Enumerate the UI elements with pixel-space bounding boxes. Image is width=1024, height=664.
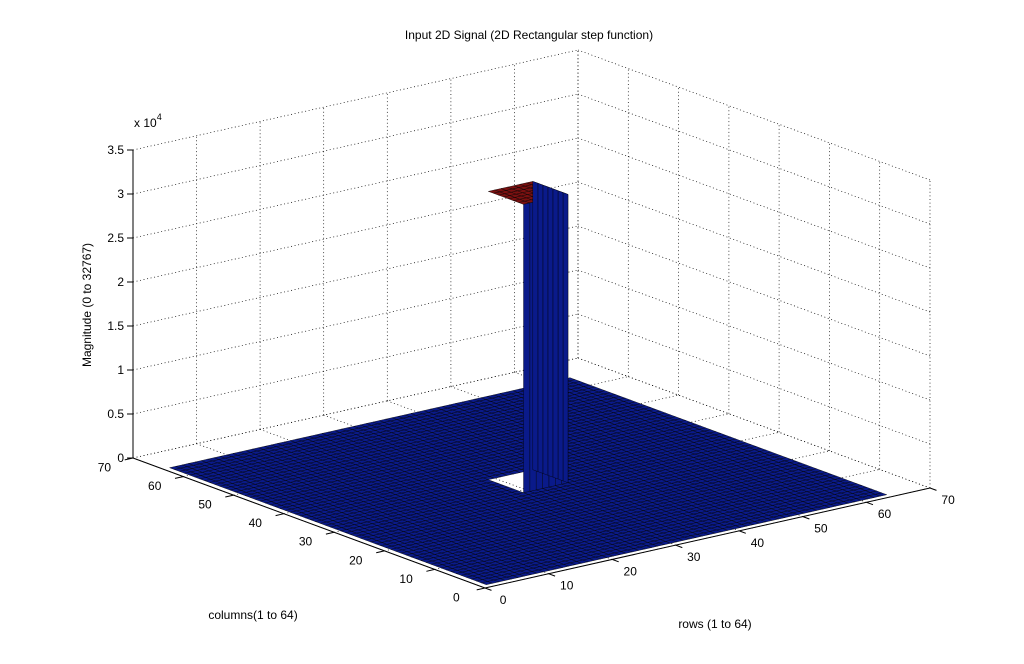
step-wall-cell [537,182,544,474]
step-wall-cell [552,188,559,480]
x-tick-mark [675,544,683,549]
x-tick-label: 60 [878,507,892,521]
y-axis-label: columns(1 to 64) [208,608,297,622]
z-tick-label: 1.5 [107,319,124,333]
x-tick-mark [802,516,810,520]
z-exponent-label: x 104 [134,112,162,130]
step-wall-cell [523,202,531,494]
x-tick-mark [929,487,937,491]
step-wall-cell [547,186,554,478]
step-wall-cell [557,190,564,482]
grid-line-z-back [132,357,579,459]
y-tick-label: 60 [148,479,162,493]
y-tick-mark [325,531,335,535]
grid-line-z-back [132,93,579,195]
x-tick-mark [739,530,746,534]
y-tick-label: 70 [98,460,112,474]
y-tick-mark [476,587,486,591]
y-tick-mark [376,550,385,554]
x-tick-mark [866,501,874,506]
grid-line-z-back [132,313,579,415]
x-axis-label: rows (1 to 64) [678,617,751,631]
x-tick-label: 10 [560,579,574,593]
y-tick-mark [275,513,285,517]
y-tick-mark [426,568,435,572]
grid-line-z-back [132,269,579,371]
grid-line-z-right [577,313,931,445]
step-wall-cell [562,192,569,484]
grid-line-z-back [132,49,579,151]
z-tick-label: 1 [117,363,124,377]
z-tick-label: 3.5 [107,143,124,157]
y-tick-label: 10 [399,572,413,586]
grid-line-z-right [577,225,931,357]
grid-line-z-right [577,49,931,181]
z-tick-label: 0.5 [107,407,124,421]
grid-line-z-back [132,225,579,327]
grid-line-x-floor [323,414,676,546]
y-tick-mark [225,494,234,498]
x-tick-mark [548,573,556,577]
x-tick-mark [611,558,619,563]
x-tick-label: 30 [687,550,701,564]
grid-line-z-right [577,93,931,225]
surface-mesh [168,181,888,585]
x-tick-label: 20 [624,564,638,578]
z-tick-label: 3 [117,187,124,201]
grid-line-z-right [577,269,931,401]
step-wall-cell [532,181,539,472]
step-wall-cell [542,184,549,476]
y-tick-mark [174,476,184,479]
x-tick-label: 40 [751,536,765,550]
x-tick-mark [484,587,492,591]
grid-line-z-right [577,357,931,489]
y-tick-label: 20 [349,553,363,567]
z-tick-label: 2.5 [107,231,124,245]
x-axis-line [484,487,931,589]
y-tick-label: 50 [198,498,212,512]
grid-line-z-right [577,181,931,313]
x-tick-label: 0 [500,593,507,607]
z-tick-label: 2 [117,275,124,289]
z-axis-label: Magnitude (0 to 32767) [80,243,94,367]
grid-line-z-back [132,181,579,283]
grid-line-z-back [132,137,579,239]
x-tick-label: 50 [814,522,828,536]
y-tick-label: 0 [453,590,460,604]
chart-title: Input 2D Signal (2D Rectangular step fun… [405,28,653,42]
y-tick-label: 40 [249,516,263,530]
y-axis-line [132,457,486,589]
grid-line-z-right [577,137,931,269]
z-tick-label: 0 [117,451,124,465]
y-tick-label: 30 [299,535,313,549]
x-tick-label: 70 [941,493,955,507]
